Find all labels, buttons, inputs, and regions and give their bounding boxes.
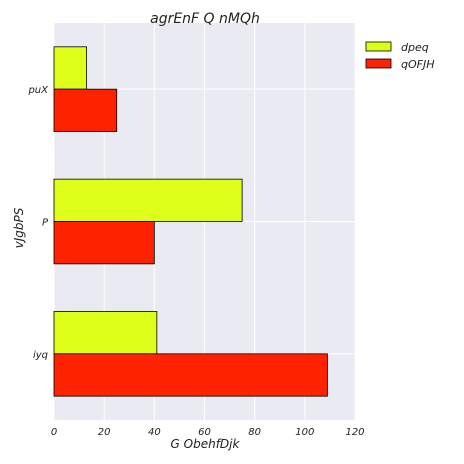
x-tick-label: 80 bbox=[248, 427, 261, 438]
x-tick-label: 120 bbox=[345, 427, 364, 438]
x-tick-labels: 0 20 40 60 80 100 120 bbox=[51, 427, 365, 438]
legend-swatch-dpeq bbox=[365, 41, 392, 52]
y-tick-label: P bbox=[42, 218, 49, 229]
bar-dpeq-iyq bbox=[53, 311, 158, 355]
y-tick-label: iyq bbox=[33, 350, 48, 361]
bar-qOFJH-puX bbox=[53, 88, 118, 132]
x-tick-label: 0 bbox=[51, 427, 57, 438]
y-tick-label: puX bbox=[27, 85, 49, 96]
bars bbox=[53, 46, 328, 397]
bar-qOFJH-P bbox=[53, 221, 155, 265]
bar-dpeq-puX bbox=[53, 46, 88, 90]
legend: dpeq qOFJH bbox=[365, 41, 434, 71]
x-tick-label: 60 bbox=[198, 427, 211, 438]
legend-label-dpeq: dpeq bbox=[401, 41, 429, 54]
bar-qOFJH-iyq bbox=[53, 353, 328, 397]
legend-label-qofjh: qOFJH bbox=[401, 58, 434, 71]
chart-title: agrEnF Q nMQh bbox=[150, 11, 260, 27]
x-tick-label: 20 bbox=[98, 427, 111, 438]
x-tick-label: 40 bbox=[148, 427, 161, 438]
x-axis-label: G ObehfDjk bbox=[171, 437, 241, 451]
x-tick-label: 100 bbox=[295, 427, 314, 438]
bar-dpeq-P bbox=[53, 178, 243, 222]
y-axis-label: vJgbPS bbox=[12, 207, 26, 248]
legend-swatch-qofjh bbox=[365, 58, 392, 69]
